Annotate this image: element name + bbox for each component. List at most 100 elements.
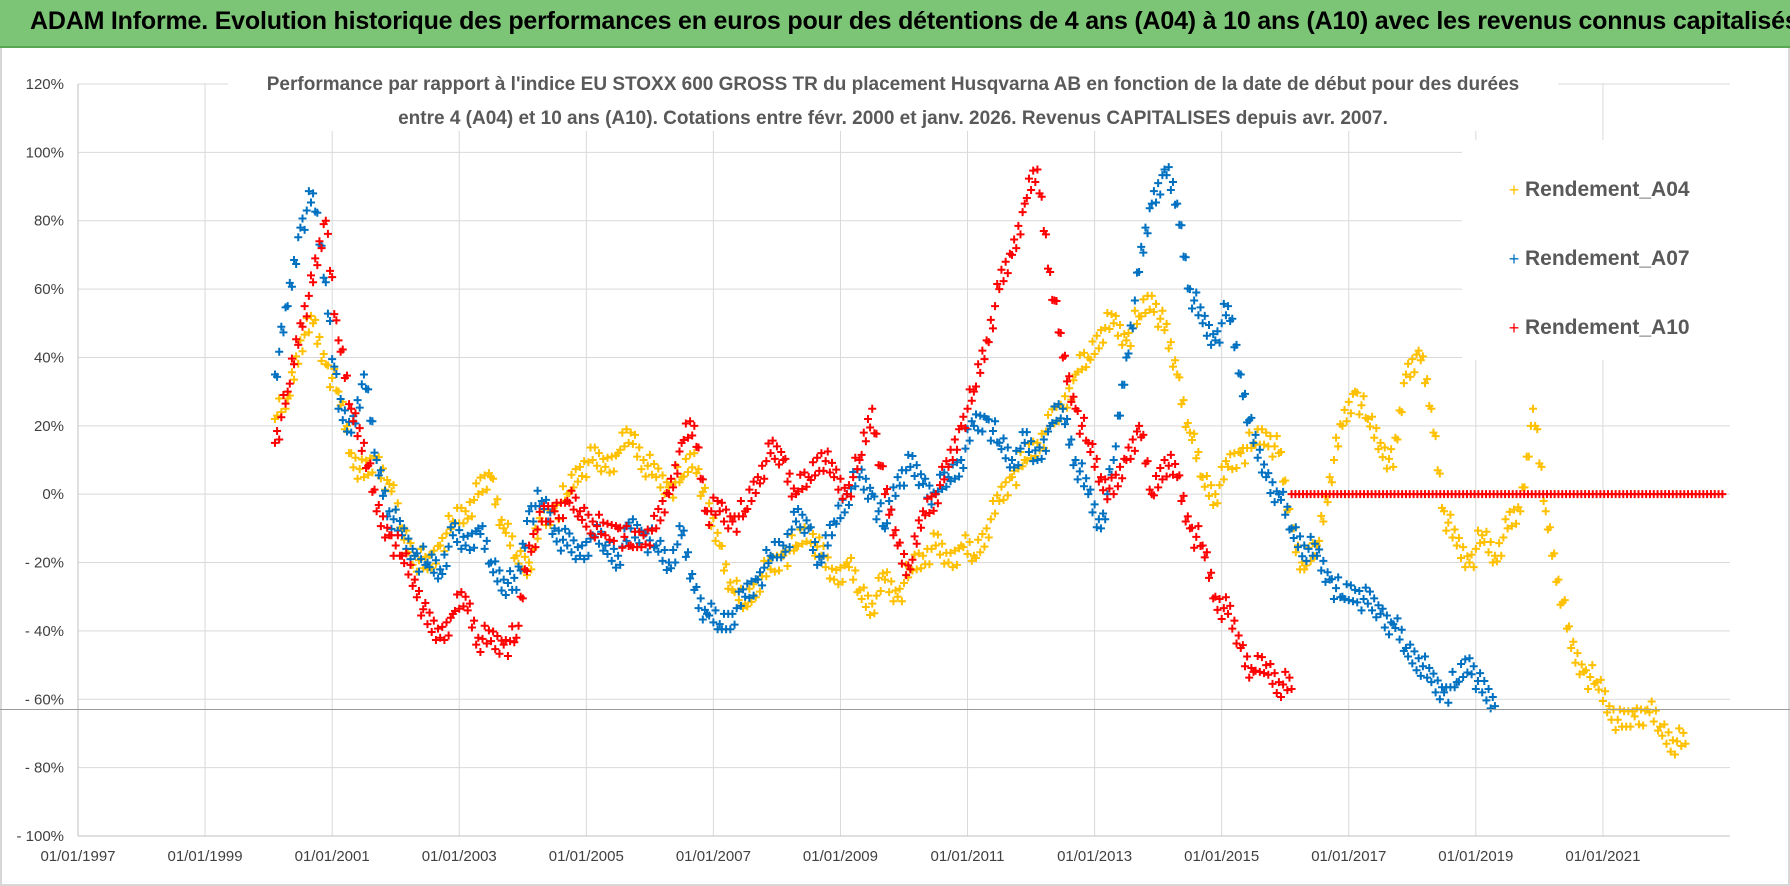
- data-point: [961, 444, 970, 453]
- data-point: [1675, 724, 1684, 733]
- data-point: [1317, 511, 1326, 520]
- data-point: [889, 483, 898, 492]
- data-point: [1679, 728, 1688, 737]
- data-point: [910, 550, 919, 559]
- data-point: [1192, 532, 1201, 541]
- data-point: [1410, 647, 1419, 656]
- data-point: [1213, 499, 1222, 508]
- data-point: [679, 472, 688, 481]
- data-point: [417, 611, 426, 620]
- data-point: [1257, 653, 1266, 662]
- data-point: [436, 633, 445, 642]
- data-point: [923, 494, 932, 503]
- data-point: [1361, 583, 1370, 592]
- data-point: [1202, 548, 1211, 557]
- data-point: [749, 477, 758, 486]
- data-point: [1365, 422, 1374, 431]
- data-point: [1357, 401, 1366, 410]
- data-point: [400, 559, 409, 568]
- data-point: [474, 633, 483, 642]
- data-point: [1272, 689, 1281, 698]
- data-point: [1113, 482, 1122, 491]
- data-point: [897, 559, 906, 568]
- data-point: [658, 497, 667, 506]
- data-point: [878, 462, 887, 471]
- data-point: [453, 590, 462, 599]
- data-point: [1175, 471, 1184, 480]
- x-tick-label: 01/01/2001: [295, 848, 370, 865]
- data-point: [1143, 457, 1152, 466]
- data-point: [1041, 446, 1050, 455]
- data-point: [304, 187, 313, 196]
- data-point: [866, 610, 875, 619]
- data-point: [393, 531, 402, 540]
- data-point: [1111, 311, 1120, 320]
- data-point: [506, 567, 515, 576]
- data-point: [726, 625, 735, 634]
- data-point: [512, 551, 521, 560]
- data-point: [940, 468, 949, 477]
- data-point: [565, 498, 574, 507]
- data-point: [1016, 444, 1025, 453]
- data-point: [1060, 351, 1069, 360]
- data-point: [842, 558, 851, 567]
- data-point: [1224, 609, 1233, 618]
- data-point: [694, 604, 703, 613]
- data-point: [1457, 553, 1466, 562]
- data-point: [590, 533, 599, 542]
- data-point: [467, 623, 476, 632]
- data-point: [1276, 495, 1285, 504]
- data-point: [1067, 397, 1076, 406]
- data-point: [830, 473, 839, 482]
- series-rendement-a07: [270, 163, 1499, 713]
- data-point: [349, 463, 358, 472]
- data-point: [1406, 372, 1415, 381]
- data-point: [1139, 295, 1148, 304]
- data-point: [1143, 229, 1152, 238]
- data-point: [1027, 437, 1036, 446]
- data-point: [1478, 531, 1487, 540]
- data-point: [1031, 177, 1040, 186]
- data-point: [948, 456, 957, 464]
- data-point: [1581, 666, 1590, 675]
- data-point: [1177, 221, 1186, 230]
- data-point: [912, 461, 921, 470]
- data-point: [688, 431, 697, 440]
- data-point: [783, 561, 792, 570]
- data-point: [1499, 533, 1508, 542]
- data-point: [575, 462, 584, 471]
- data-point: [1306, 532, 1315, 541]
- data-point: [1207, 481, 1216, 490]
- data-point: [1611, 726, 1620, 735]
- data-point: [584, 551, 593, 560]
- data-point: [715, 620, 724, 629]
- data-point: [1484, 685, 1493, 694]
- data-point: [1154, 179, 1163, 188]
- data-point: [999, 495, 1008, 504]
- data-point: [1545, 523, 1554, 532]
- series-rendement-a10: [270, 165, 1296, 701]
- data-point: [1718, 490, 1727, 499]
- data-point: [859, 583, 868, 592]
- data-point: [1465, 558, 1474, 567]
- data-point: [976, 548, 985, 557]
- data-point: [991, 509, 1000, 518]
- data-point: [1132, 319, 1141, 328]
- data-point: [1056, 328, 1065, 337]
- data-point: [760, 563, 769, 572]
- data-point: [698, 615, 707, 624]
- data-point: [1077, 459, 1086, 468]
- data-point: [857, 595, 866, 604]
- data-point: [1022, 428, 1031, 437]
- data-point: [1450, 525, 1459, 534]
- data-point: [1037, 454, 1046, 463]
- data-point: [1452, 541, 1461, 550]
- legend-marker-a04: +: [1509, 180, 1520, 200]
- data-point: [1162, 319, 1171, 328]
- data-point: [1164, 163, 1173, 172]
- data-point: [1080, 413, 1089, 422]
- data-point: [512, 633, 521, 642]
- data-point: [423, 620, 432, 629]
- data-point: [942, 457, 951, 466]
- data-point: [503, 579, 512, 588]
